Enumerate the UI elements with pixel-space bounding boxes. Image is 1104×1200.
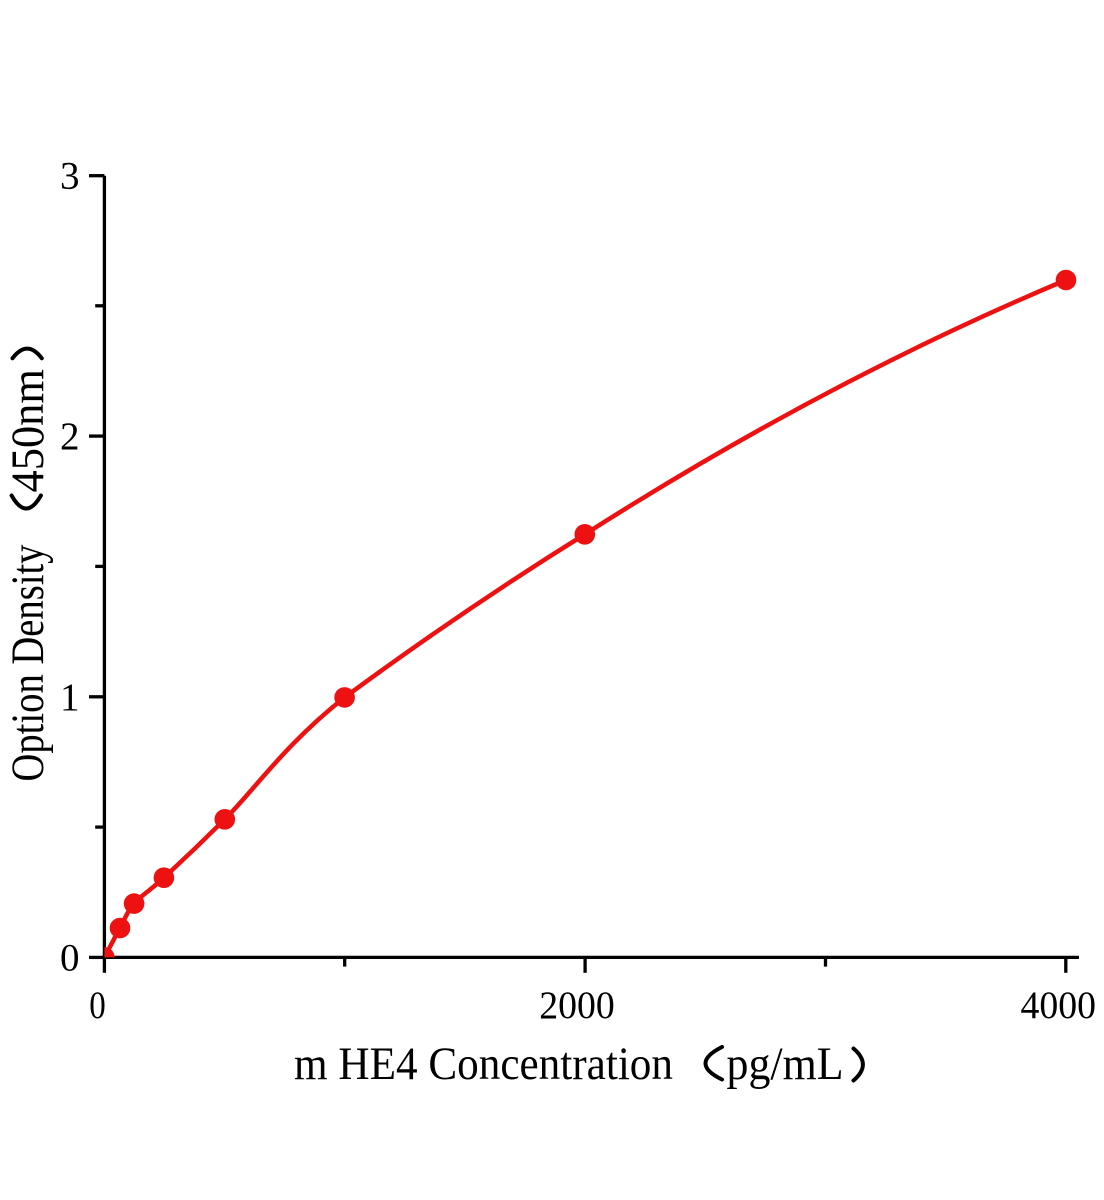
svg-text:pg/mL: pg/mL — [727, 1038, 844, 1090]
svg-text:0: 0 — [89, 984, 106, 1027]
svg-text:3: 3 — [60, 155, 80, 198]
svg-text:2: 2 — [60, 415, 80, 458]
svg-text:2000: 2000 — [539, 984, 615, 1027]
svg-text:Option Density: Option Density — [2, 544, 54, 781]
svg-text:0: 0 — [60, 936, 80, 979]
svg-text:1: 1 — [60, 676, 80, 719]
svg-text:m HE4 Concentration: m HE4 Concentration — [294, 1038, 673, 1090]
svg-text:4000: 4000 — [1021, 984, 1097, 1027]
svg-text:450nm: 450nm — [2, 369, 54, 493]
